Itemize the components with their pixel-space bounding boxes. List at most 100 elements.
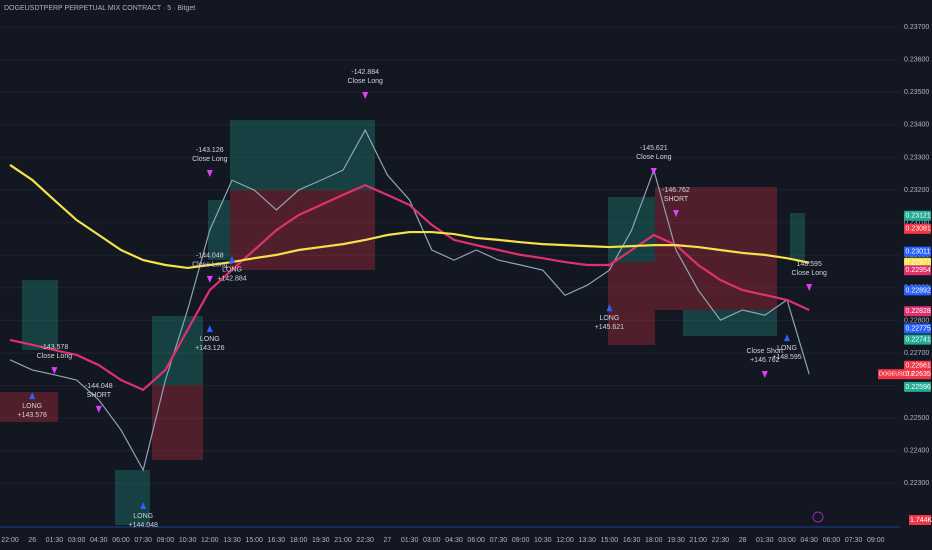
price-label: 0.22977 (906, 260, 931, 267)
price-label: 0.23121 (906, 213, 931, 220)
trade-label: +148.595 (772, 354, 801, 361)
trade-arrow (206, 169, 213, 177)
price-label-box (904, 381, 931, 392)
trade-label: -146.762 (662, 187, 690, 194)
x-tick-label: 22:30 (712, 537, 730, 544)
trade-label: Close Short (747, 348, 784, 355)
trade-label: LONG (22, 403, 42, 410)
x-tick-label: 09:00 (512, 537, 530, 544)
x-tick-label: 28 (739, 537, 747, 544)
x-tick-label: 09:00 (157, 537, 175, 544)
y-tick-label: 0.22400 (904, 448, 929, 455)
trade-arrow (29, 392, 36, 400)
x-tick-label: 19:30 (667, 537, 685, 544)
trade-label: -143.578 (41, 344, 69, 351)
x-tick-label: 03:00 (778, 537, 796, 544)
volume-label-box (909, 515, 931, 525)
loss-zone (608, 262, 655, 345)
x-tick-label: 15:00 (245, 537, 263, 544)
profit-zone (208, 200, 230, 260)
trade-label: +143.126 (195, 345, 224, 352)
x-tick-label: 01:30 (401, 537, 419, 544)
y-tick-label: 0.23400 (904, 122, 929, 129)
y-tick-label: 0.23200 (904, 187, 929, 194)
x-tick-label: 22:30 (356, 537, 374, 544)
x-tick-label: 19:30 (312, 537, 330, 544)
y-tick-label: 0.23300 (904, 154, 929, 161)
x-tick-label: 07:30 (845, 537, 863, 544)
x-tick-label: 01:30 (756, 537, 774, 544)
trade-arrow (51, 367, 58, 375)
x-tick-label: 12:00 (556, 537, 574, 544)
x-tick-label: 01:30 (46, 537, 64, 544)
x-tick-label: 06:00 (823, 537, 841, 544)
y-tick-label: 0.23500 (904, 89, 929, 96)
x-tick-label: 18:00 (290, 537, 308, 544)
symbol-label: DOGEUSDT.P (879, 372, 915, 378)
x-tick-label: 06:00 (112, 537, 130, 544)
trade-label: LONG (133, 513, 153, 520)
x-tick-label: 16:30 (268, 537, 286, 544)
y-tick-label: 0.22700 (904, 350, 929, 357)
trade-arrow (140, 501, 147, 509)
price-label: 0.22635 (906, 371, 931, 378)
trade-label: -144.048 (196, 253, 224, 260)
loss-zone (152, 385, 203, 460)
price-label: 0.22775 (906, 325, 931, 332)
profit-zone (683, 310, 777, 336)
series-line (9, 164, 810, 270)
loss-zone (0, 392, 58, 422)
x-tick-label: 18:00 (645, 537, 663, 544)
trade-label: LONG (200, 336, 220, 343)
price-label-box (904, 334, 931, 345)
profit-zone (22, 280, 58, 350)
loss-zone (230, 190, 375, 270)
trade-arrow (673, 210, 679, 218)
trade-label: +142.884 (217, 276, 246, 283)
x-tick-label: 21:00 (689, 537, 707, 544)
trade-label: +144.048 (128, 522, 157, 529)
trade-label: Close Long (347, 78, 383, 85)
price-label-box (904, 369, 931, 380)
price-label: 0.22828 (906, 308, 931, 315)
y-tick-label: 0.23700 (904, 24, 929, 31)
x-tick-label: 27 (384, 537, 392, 544)
price-label-box (904, 223, 931, 234)
price-label: 0.23081 (906, 226, 931, 233)
trade-label: -143.126 (196, 147, 224, 154)
x-tick-label: 13:30 (223, 537, 241, 544)
trade-arrow (784, 334, 790, 342)
trade-label: LONG (777, 345, 797, 352)
trade-arrow (95, 405, 102, 413)
y-tick-label: 0.22800 (904, 317, 929, 324)
y-tick-label: 0.23600 (904, 56, 929, 63)
x-tick-label: 21:00 (334, 537, 352, 544)
profit-zone (790, 213, 805, 260)
trade-arrow (806, 284, 813, 292)
price-label: 0.22892 (906, 287, 931, 294)
x-tick-label: 26 (28, 537, 36, 544)
price-label-box (904, 360, 931, 371)
price-label-box (904, 306, 931, 317)
x-tick-label: 10:30 (534, 537, 552, 544)
trade-arrow (362, 92, 369, 100)
volume-label: 1.744K (910, 517, 932, 524)
trade-label: LONG (599, 315, 619, 322)
x-tick-label: 04:30 (90, 537, 108, 544)
trade-label: Close Long (791, 270, 827, 277)
trade-label: -145.621 (640, 145, 668, 152)
x-tick-label: 03:00 (423, 537, 441, 544)
profit-zone (230, 120, 375, 190)
trade-label: +143.578 (17, 412, 46, 419)
price-label-box (904, 210, 931, 221)
trade-arrow (606, 304, 613, 312)
trade-label: Close Long (636, 154, 672, 161)
x-tick-label: 07:30 (490, 537, 508, 544)
event-icon (812, 511, 824, 523)
x-tick-label: 07:30 (134, 537, 152, 544)
x-tick-label: 04:30 (800, 537, 818, 544)
x-tick-label: 15:00 (601, 537, 619, 544)
trade-label: Close Long (37, 353, 73, 360)
price-label: 0.22954 (906, 267, 931, 274)
